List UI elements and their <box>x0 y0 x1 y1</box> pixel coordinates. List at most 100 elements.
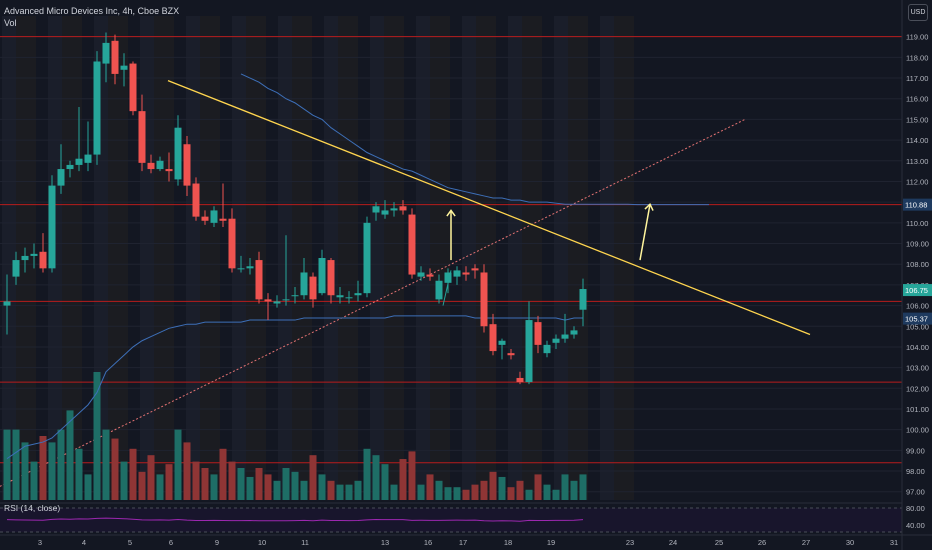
candle-body <box>12 260 20 277</box>
session-band <box>568 16 588 500</box>
session-band <box>62 16 82 500</box>
volume-bar <box>579 474 587 500</box>
candle-body <box>228 218 236 269</box>
candle-body <box>75 158 83 165</box>
session-band <box>278 16 292 500</box>
price-tick-label: 117.00 <box>906 74 928 83</box>
candle-body <box>480 272 488 327</box>
candle-body <box>507 353 515 356</box>
annotation-arrowhead <box>644 202 654 211</box>
candle-body <box>336 295 344 298</box>
candle-body <box>354 293 362 296</box>
volume-bar <box>327 480 335 500</box>
candle-body <box>219 218 227 221</box>
volume-bar <box>444 487 452 500</box>
candle-body <box>93 61 101 155</box>
volume-bar <box>21 442 29 500</box>
candle-body <box>399 206 407 211</box>
candle-body <box>156 160 164 170</box>
candle-body <box>282 299 290 301</box>
volume-bar <box>552 489 560 500</box>
price-tick-label: 97.00 <box>906 488 925 497</box>
volume-bar <box>372 455 380 500</box>
time-tick-label: 6 <box>169 538 173 547</box>
volume-bar <box>525 489 533 500</box>
volume-bar <box>129 448 137 500</box>
candle-body <box>21 255 29 261</box>
session-band <box>338 16 358 500</box>
volume-bar <box>12 429 20 500</box>
volume-bar <box>435 480 443 500</box>
volume-bar <box>381 464 389 500</box>
price-badge-label: 110.88 <box>905 201 927 210</box>
candle-body <box>525 320 533 383</box>
rsi-tick-label: 80.00 <box>906 504 925 513</box>
volume-bar <box>282 468 290 500</box>
volume-bar <box>408 451 416 500</box>
volume-bar <box>93 372 101 500</box>
volume-bar <box>3 429 11 500</box>
rising-dashed-line <box>0 118 746 487</box>
price-badge-label: 106.75 <box>905 286 928 295</box>
candle-body <box>516 377 524 383</box>
volume-bar <box>417 484 425 500</box>
volume-bar <box>462 489 470 500</box>
price-tick-label: 99.00 <box>906 446 925 455</box>
volume-bar <box>165 464 173 500</box>
time-tick-label: 31 <box>890 538 898 547</box>
time-tick-label: 5 <box>128 538 132 547</box>
session-band <box>186 16 200 500</box>
time-tick-label: 16 <box>424 538 432 547</box>
session-band <box>600 16 614 500</box>
session-band <box>416 16 430 500</box>
candle-body <box>165 169 173 172</box>
candle-body <box>570 330 578 335</box>
currency-button[interactable]: USD <box>908 4 928 21</box>
price-badge <box>903 284 932 297</box>
volume-bar <box>309 455 317 500</box>
candle-body <box>57 169 65 186</box>
volume-bar <box>543 484 551 500</box>
time-tick-label: 3 <box>38 538 42 547</box>
candle-body <box>543 344 551 354</box>
volume-bar <box>426 474 434 500</box>
price-tick-label: 113.00 <box>906 157 928 166</box>
volume-bar <box>480 480 488 500</box>
candle-body <box>471 268 479 271</box>
session-band <box>292 16 312 500</box>
volume-bar <box>399 459 407 500</box>
volume-bar <box>30 461 38 500</box>
volume-bar <box>534 474 542 500</box>
volume-bar <box>57 429 65 500</box>
candle-body <box>273 301 281 304</box>
volume-bar <box>264 474 272 500</box>
session-band <box>154 16 174 500</box>
volume-bar <box>39 436 47 500</box>
candle-body <box>489 324 497 352</box>
volume-bar <box>561 474 569 500</box>
rsi-tick-label: 40.00 <box>906 521 925 530</box>
candle-body <box>30 253 38 256</box>
time-tick-label: 13 <box>381 538 389 547</box>
volume-bar <box>336 484 344 500</box>
candle-body <box>102 42 110 64</box>
price-tick-label: 101.00 <box>906 405 929 414</box>
volume-bar <box>111 438 119 500</box>
candle-body <box>309 276 317 300</box>
price-tick-label: 103.00 <box>906 364 929 373</box>
volume-bar <box>516 480 524 500</box>
candle-body <box>579 289 587 310</box>
candle-body <box>201 216 209 221</box>
price-tick-label: 98.00 <box>906 467 925 476</box>
session-band <box>200 16 220 500</box>
session-band <box>140 16 154 500</box>
volume-bar <box>318 474 326 500</box>
volume-bar <box>390 484 398 500</box>
volume-bar <box>363 448 371 500</box>
volume-bar <box>300 480 308 500</box>
candle-body <box>408 214 416 275</box>
candle-body <box>129 63 137 112</box>
session-band <box>508 16 522 500</box>
descending-trendline <box>167 79 811 336</box>
